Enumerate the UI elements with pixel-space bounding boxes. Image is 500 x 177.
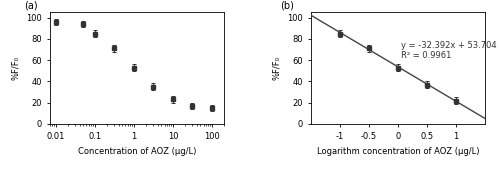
Text: (a): (a) xyxy=(24,0,38,10)
Text: (b): (b) xyxy=(280,0,293,10)
Y-axis label: %F/F₀: %F/F₀ xyxy=(272,56,281,80)
Text: y = -32.392x + 53.704
R² = 0.9961: y = -32.392x + 53.704 R² = 0.9961 xyxy=(401,41,496,61)
X-axis label: Concentration of AOZ (μg/L): Concentration of AOZ (μg/L) xyxy=(78,147,196,156)
X-axis label: Logarithm concentration of AOZ (μg/L): Logarithm concentration of AOZ (μg/L) xyxy=(317,147,479,156)
Y-axis label: %F/F₀: %F/F₀ xyxy=(12,56,20,80)
